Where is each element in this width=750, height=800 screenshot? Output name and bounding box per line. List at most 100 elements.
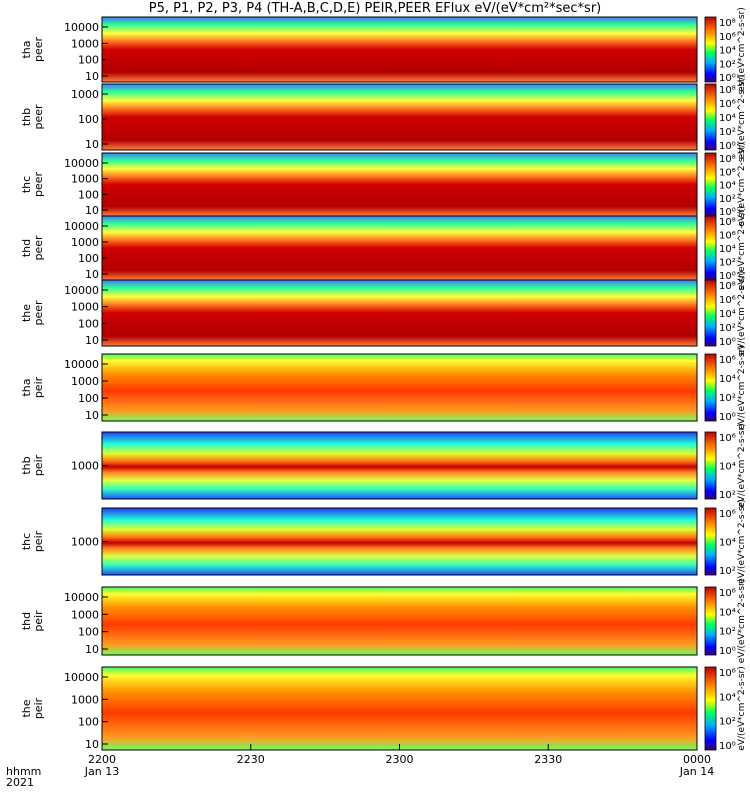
colorbar-tick-label: 10⁰ <box>719 337 736 348</box>
colorbar-tick-label: 10² <box>719 127 736 138</box>
colorbar-tick-label: 10⁶ <box>719 231 736 242</box>
spectrogram-thd-peir <box>102 587 697 655</box>
colorbar <box>704 507 717 576</box>
y-tick-label: 10000 <box>64 284 99 297</box>
x-tick-label: 2230 <box>237 753 265 766</box>
panel-thb-peer: 1000 100 10 thb peer 10⁸ 10⁶ 10⁴ 10² 10⁰ eV/(eV*cm… <box>20 75 747 160</box>
y-tick-label: 10000 <box>64 671 99 684</box>
colorbar-tick-label: 10⁶ <box>719 509 736 520</box>
y-tick-label: 1000 <box>71 236 99 249</box>
colorbar <box>704 152 717 217</box>
panel-frame <box>101 16 698 83</box>
colorbar-label: eV/(eV*cm^2-s-sr) <box>737 271 747 356</box>
y-axis-label: tha <box>20 378 33 396</box>
colorbar-tick-label: 10⁴ <box>719 462 736 473</box>
colorbar-tick-label: 10⁶ <box>719 588 736 599</box>
colorbar-tick-label: 10⁶ <box>719 668 736 679</box>
y-axis-label: thd <box>20 239 33 257</box>
y-tick-label: 10000 <box>64 21 99 34</box>
y-axis-label: thb <box>20 108 33 126</box>
colorbar-tick-label: 10² <box>719 258 736 269</box>
y-tick-label: 10 <box>85 204 99 217</box>
y-tick-label: 10 <box>85 738 99 751</box>
colorbar-tick-label: 10⁶ <box>719 355 736 366</box>
colorbar-tick-label: 10⁴ <box>719 181 736 192</box>
y-tick-label: 10000 <box>64 591 99 604</box>
spectrogram-thb-peir <box>102 432 697 499</box>
colorbar-tick-label: 10⁴ <box>719 607 736 618</box>
spectrogram-thc-peer <box>102 153 697 216</box>
panel-thc-peir: 1000 thc peir 10⁶ 10⁴ 10² eV/(eV*cm^2-s-sr) <box>20 499 747 584</box>
colorbar-label: eV/(eV*cm^2-s-sr) <box>737 7 747 92</box>
panel-frame <box>101 586 698 656</box>
colorbar-tick-label: 10² <box>719 490 736 501</box>
colorbar <box>704 215 717 281</box>
panel-thb-peir: 1000 thb peir 10⁶ 10⁴ 10² eV/(eV*cm^2-s-sr) <box>20 423 747 508</box>
y-axis-label: peir <box>32 376 45 398</box>
colorbar-tick-label: 10⁶ <box>719 167 736 178</box>
colorbar-label: eV/(eV*cm^2-s-sr) <box>737 142 747 227</box>
colorbar-tick-label: 10⁰ <box>719 646 736 657</box>
y-tick-label: 100 <box>78 317 99 330</box>
colorbar-tick-label: 10² <box>719 393 736 404</box>
colorbar-tick-label: 10² <box>719 194 736 205</box>
x-row-label-year: 2021 <box>6 776 34 789</box>
y-tick-label: 100 <box>78 54 99 67</box>
panel-tha-peir: 10000 1000 100 10 tha peir 10⁶ 10⁴ 10² 10⁰ eV/(eV*… <box>20 345 747 430</box>
y-axis-label: peir <box>32 697 45 719</box>
y-tick-label: 10 <box>85 409 99 422</box>
panel-the-peer: 10000 1000 100 10 the peer 10⁸ 10⁶ 10⁴ 10² 10⁰ eV/(… <box>20 271 747 356</box>
panel-thc-peer: 10000 1000 100 10 thc peer 10⁸ 10⁶ 10⁴ 10² 10⁰ eV/(… <box>20 142 747 227</box>
y-axis-label: peer <box>32 300 45 326</box>
colorbar-tick-label: 10² <box>719 566 736 577</box>
y-tick-label: 10 <box>85 70 99 83</box>
colorbar <box>704 83 717 151</box>
panel-frame <box>101 83 698 151</box>
colorbar-label: eV/(eV*cm^2-s-sr) <box>737 206 747 291</box>
colorbar-tick-label: 10² <box>719 717 736 728</box>
x-tick-label: 2200 <box>88 753 116 766</box>
colorbar-label: eV/(eV*cm^2-s-sr) <box>737 345 747 430</box>
y-tick-label: 100 <box>78 392 99 405</box>
y-tick-label: 100 <box>78 252 99 265</box>
colorbar-tick-label: 10⁶ <box>719 99 736 110</box>
y-tick-label: 10 <box>85 138 99 151</box>
colorbar-tick-label: 10⁰ <box>719 207 736 218</box>
y-axis-label: peir <box>32 530 45 552</box>
y-tick-label: 1000 <box>71 37 99 50</box>
panel-thd-peer: 10000 1000 100 10 thd peer 10⁸ 10⁶ 10⁴ 10² 10⁰ eV/(… <box>20 206 747 291</box>
spectrogram-thb-peer <box>102 84 697 150</box>
y-axis-label: tha <box>20 40 33 58</box>
panel-the-peir: 10000 1000 100 10 the peir 10⁶ 10⁴ 10² 10⁰ eV/(eV*… <box>20 666 747 752</box>
spectrogram-the-peer <box>102 280 697 346</box>
colorbar-tick-label: 10⁴ <box>719 309 736 320</box>
x-row-label-hhmm: hhmm <box>6 765 42 778</box>
colorbar-label: eV/(eV*cm^2-s-sr) <box>737 75 747 160</box>
y-axis-label: peer <box>32 104 45 130</box>
colorbar-label: eV/(eV*cm^2-s-sr) <box>737 499 747 584</box>
y-tick-label: 10000 <box>64 157 99 170</box>
y-tick-label: 1000 <box>71 173 99 186</box>
colorbar-tick-label: 10⁸ <box>719 217 736 228</box>
y-tick-label: 10 <box>85 643 99 656</box>
y-tick-label: 10 <box>85 268 99 281</box>
y-tick-label: 1000 <box>71 693 99 706</box>
y-axis-label: thc <box>20 533 33 550</box>
panel-frame <box>101 353 698 422</box>
colorbar-tick-label: 10⁶ <box>719 433 736 444</box>
colorbar-tick-label: 10⁰ <box>719 741 736 752</box>
y-axis-label: thc <box>20 176 33 193</box>
colorbar-tick-label: 10⁴ <box>719 538 736 549</box>
colorbar-label: eV/(eV*cm^2-s-sr) <box>737 423 747 508</box>
colorbar-tick-label: 10⁴ <box>719 46 736 57</box>
colorbar <box>704 279 717 347</box>
spectrogram-thd-peer <box>102 216 697 280</box>
colorbar <box>704 666 717 751</box>
x-tick-label: 0000 <box>683 753 711 766</box>
x-tick-date: Jan 13 <box>84 765 119 778</box>
y-tick-label: 1000 <box>71 375 99 388</box>
y-axis-label: thd <box>20 612 33 630</box>
colorbar-tick-label: 10⁸ <box>719 281 736 292</box>
y-axis-label: peer <box>32 235 45 261</box>
